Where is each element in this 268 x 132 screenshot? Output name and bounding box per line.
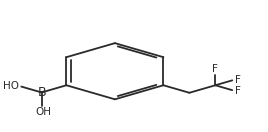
Text: HO: HO (3, 81, 19, 91)
Text: F: F (235, 86, 241, 96)
Text: F: F (235, 75, 241, 85)
Text: B: B (37, 86, 46, 99)
Text: OH: OH (35, 107, 51, 117)
Text: F: F (212, 64, 218, 74)
